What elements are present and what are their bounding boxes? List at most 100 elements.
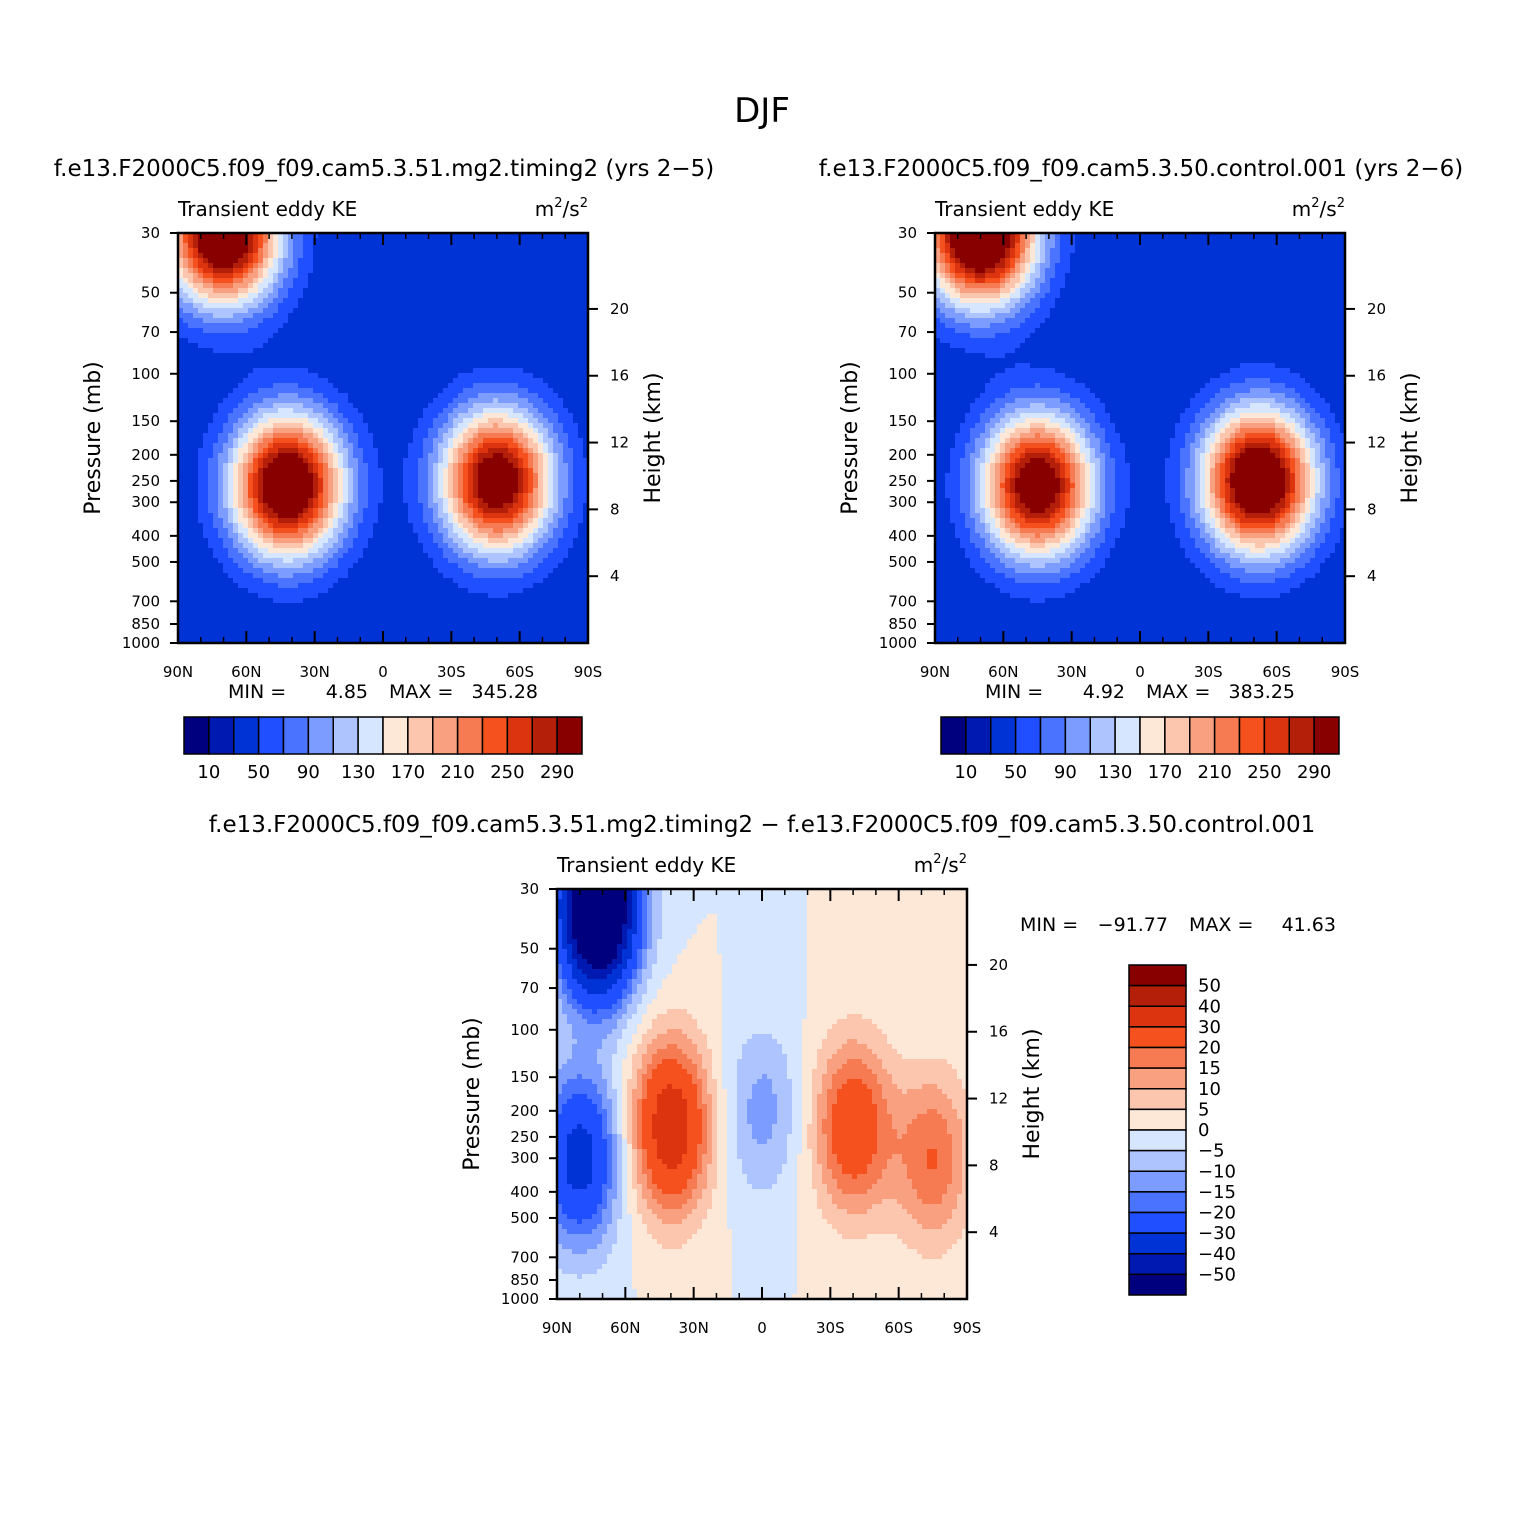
field-cell (378, 328, 384, 334)
field-cell (468, 343, 474, 349)
field-cell (548, 443, 554, 449)
field-cell (238, 248, 244, 254)
field-cell (378, 358, 384, 364)
field-cell (383, 458, 389, 464)
field-cell (473, 473, 479, 479)
field-cell (298, 328, 304, 334)
field-cell (563, 508, 569, 514)
field-cell (268, 388, 274, 394)
field-cell (213, 508, 219, 514)
field-cell (563, 458, 569, 464)
field-cell (558, 248, 564, 254)
field-cell (558, 528, 564, 534)
field-cell (218, 343, 224, 349)
field-cell (493, 533, 499, 539)
field-cell (328, 493, 334, 499)
field-cell (528, 523, 534, 529)
field-cell (218, 258, 224, 264)
field-cell (478, 463, 484, 469)
field-cell (313, 473, 319, 479)
field-cell (188, 493, 194, 499)
field-cell (438, 483, 444, 489)
field-cell (398, 293, 404, 299)
field-cell (508, 273, 514, 279)
field-cell (563, 298, 569, 304)
field-cell (448, 468, 454, 474)
field-cell (418, 458, 424, 464)
field-cell (548, 328, 554, 334)
field-cell (528, 348, 534, 354)
field-cell (523, 508, 529, 514)
field-cell (428, 483, 434, 489)
field-cell (263, 338, 269, 344)
field-cell (453, 463, 459, 469)
field-cell (358, 273, 364, 279)
field-cell (293, 468, 299, 474)
field-cell (433, 393, 439, 399)
field-cell (473, 343, 479, 349)
field-cell (238, 348, 244, 354)
field-cell (533, 263, 539, 269)
field-cell (458, 513, 464, 519)
field-cell (203, 498, 209, 504)
field-cell (413, 458, 419, 464)
field-cell (463, 473, 469, 479)
field-cell (238, 288, 244, 294)
field-cell (408, 288, 414, 294)
field-cell (318, 508, 324, 514)
field-cell (223, 428, 229, 434)
field-cell (218, 408, 224, 414)
field-cell (323, 433, 329, 439)
field-cell (518, 483, 524, 489)
field-cell (303, 368, 309, 374)
field-cell (523, 458, 529, 464)
field-cell (433, 533, 439, 539)
field-cell (288, 533, 294, 539)
field-cell (403, 463, 409, 469)
field-cell (458, 448, 464, 454)
field-cell (543, 343, 549, 349)
field-cell (393, 508, 399, 514)
field-cell (463, 273, 469, 279)
field-cell (253, 308, 259, 314)
field-cell (328, 513, 334, 519)
field-cell (453, 438, 459, 444)
field-cell (373, 498, 379, 504)
field-cell (248, 408, 254, 414)
field-cell (243, 348, 249, 354)
field-cell (198, 453, 204, 459)
field-cell (493, 233, 499, 239)
field-cell (403, 328, 409, 334)
field-cell (178, 328, 184, 334)
field-cell (178, 418, 184, 424)
field-cell (323, 373, 329, 379)
field-cell (258, 468, 264, 474)
field-cell (283, 263, 289, 269)
field-cell (553, 453, 559, 459)
field-cell (563, 243, 569, 249)
field-cell (338, 353, 344, 359)
field-cell (398, 388, 404, 394)
field-cell (428, 438, 434, 444)
field-cell (433, 293, 439, 299)
field-cell (463, 498, 469, 504)
field-cell (318, 263, 324, 269)
field-cell (438, 283, 444, 289)
field-cell (243, 528, 249, 534)
field-cell (263, 408, 269, 414)
field-cell (528, 233, 534, 239)
field-cell (578, 283, 584, 289)
field-cell (388, 408, 394, 414)
field-cell (508, 293, 514, 299)
field-cell (423, 288, 429, 294)
field-cell (533, 343, 539, 349)
field-cell (238, 353, 244, 359)
field-cell (398, 383, 404, 389)
field-cell (178, 473, 184, 479)
field-cell (263, 318, 269, 324)
field-cell (278, 498, 284, 504)
field-cell (193, 413, 199, 419)
field-cell (243, 468, 249, 474)
field-cell (378, 493, 384, 499)
field-cell (488, 428, 494, 434)
